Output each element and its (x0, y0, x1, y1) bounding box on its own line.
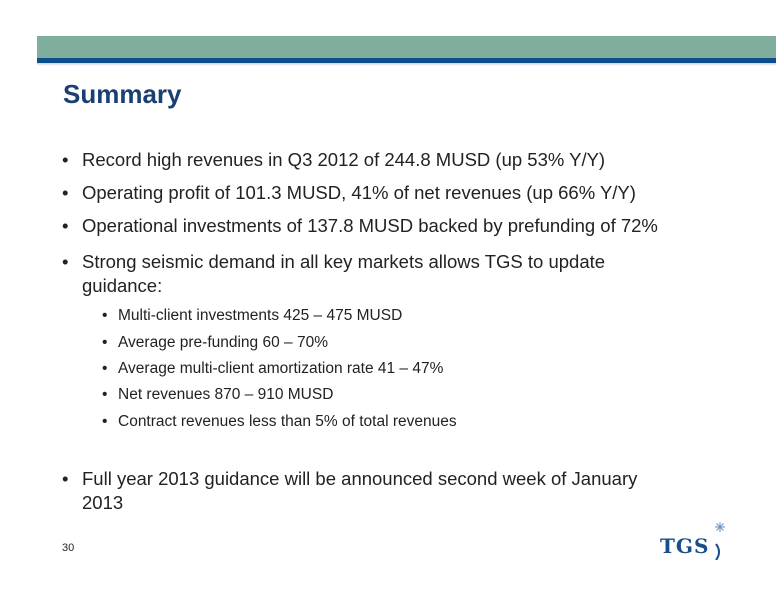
bullet-dot-icon: • (62, 251, 69, 272)
bullet-dot-icon: • (62, 149, 69, 170)
logo-text: TGS (660, 534, 710, 558)
sub-bullet-text: Average pre-funding 60 – 70% (118, 334, 328, 351)
header-stripe (37, 58, 776, 63)
sub-bullet-text: Net revenues 870 – 910 MUSD (118, 386, 334, 403)
bullet-dot-icon: • (102, 360, 108, 377)
tgs-logo-icon: TGS (660, 520, 730, 560)
sub-bullet-text: Average multi-client amortization rate 4… (118, 360, 444, 377)
bullet-dot-icon: • (62, 215, 69, 236)
bullet-dot-icon: • (102, 386, 108, 403)
bullet-dot-icon: • (102, 413, 108, 430)
bullet-item: • Operational investments of 137.8 MUSD … (62, 214, 742, 238)
page-number: 30 (62, 542, 75, 554)
logo-mark-icon (715, 522, 725, 560)
bullet-text: Operating profit of 101.3 MUSD, 41% of n… (82, 182, 636, 203)
sub-bullet-item: • Average pre-funding 60 – 70% (102, 333, 328, 353)
header-band (37, 36, 776, 58)
header-shadow (37, 63, 776, 66)
bullet-item: • Record high revenues in Q3 2012 of 244… (62, 148, 742, 172)
slide-title: Summary (63, 79, 182, 109)
bullet-dot-icon: • (102, 334, 108, 351)
sub-bullet-text: Multi-client investments 425 – 475 MUSD (118, 307, 403, 324)
sub-bullet-text: Contract revenues less than 5% of total … (118, 413, 457, 430)
bullet-dot-icon: • (62, 468, 69, 489)
bullet-item: • Full year 2013 guidance will be announ… (62, 467, 682, 515)
bullet-text: Operational investments of 137.8 MUSD ba… (82, 215, 658, 236)
bullet-text: Record high revenues in Q3 2012 of 244.8… (82, 149, 606, 170)
bullet-text: Strong seismic demand in all key markets… (82, 251, 606, 296)
sub-bullet-item: • Net revenues 870 – 910 MUSD (102, 385, 333, 405)
sub-bullet-item: • Average multi-client amortization rate… (102, 359, 443, 379)
bullet-dot-icon: • (102, 307, 108, 324)
bullet-item: • Strong seismic demand in all key marke… (62, 250, 662, 298)
bullet-item: • Operating profit of 101.3 MUSD, 41% of… (62, 181, 742, 205)
bullet-text: Full year 2013 guidance will be announce… (82, 468, 638, 513)
bullet-dot-icon: • (62, 182, 69, 203)
sub-bullet-item: • Contract revenues less than 5% of tota… (102, 412, 457, 432)
sub-bullet-item: • Multi-client investments 425 – 475 MUS… (102, 306, 402, 326)
